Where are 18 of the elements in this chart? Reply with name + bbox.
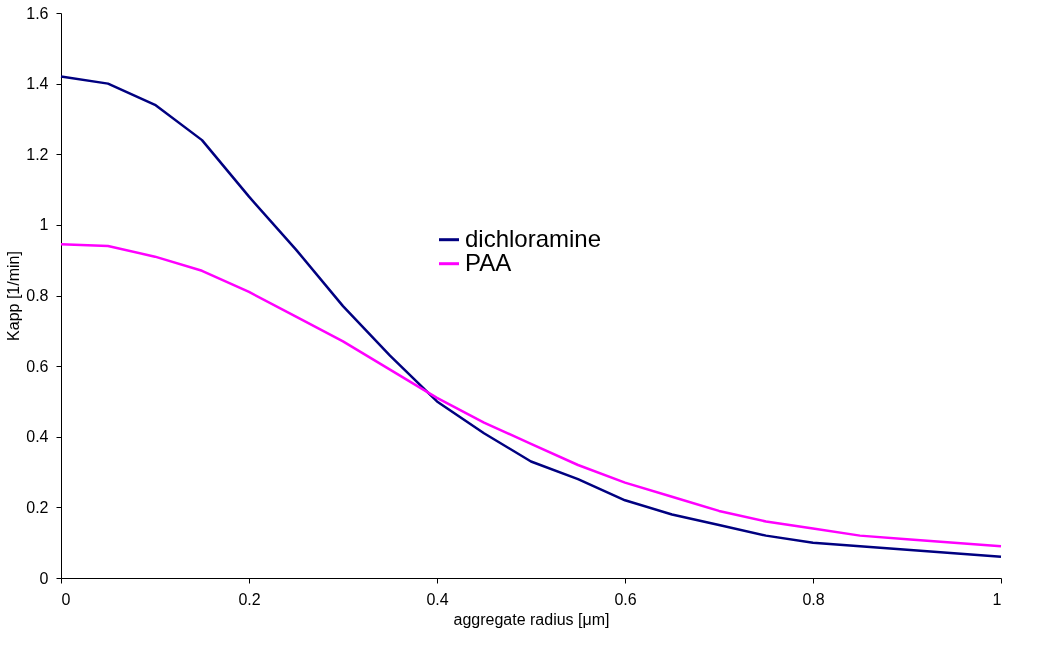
- x-tick-label: 0.2: [238, 590, 261, 608]
- y-tick-label: 1.6: [26, 4, 49, 22]
- y-tick-label: 0: [39, 569, 49, 587]
- x-tick-label: 0.4: [426, 590, 449, 608]
- x-tick-label: 0.6: [614, 590, 637, 608]
- y-tick-label: 1.4: [26, 75, 49, 93]
- y-axis-title: Kapp [1/min]: [5, 251, 23, 341]
- y-tick-label: 1.2: [26, 145, 49, 163]
- y-tick-label: 0.2: [26, 498, 49, 516]
- x-tick-label: 0.8: [802, 590, 825, 608]
- y-tick-label: 0.8: [26, 287, 49, 304]
- x-tick-label: 0: [61, 590, 71, 608]
- line-series: [59, 75, 1003, 559]
- y-tick-label: 0.4: [26, 428, 49, 446]
- y-tick-label: 0.6: [26, 357, 49, 375]
- y-tick-label: 1: [39, 216, 49, 234]
- x-axis-title: aggregate radius [μm]: [453, 610, 610, 628]
- x-tick-label: 1: [992, 590, 1002, 608]
